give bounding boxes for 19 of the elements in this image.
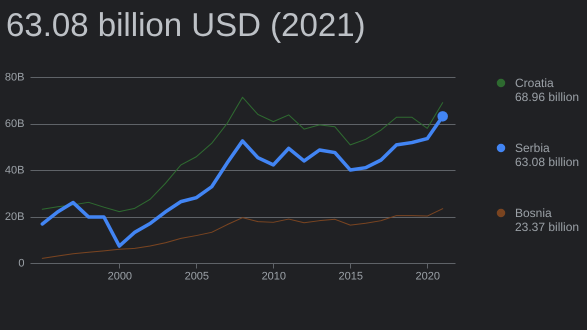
text: 63.08 billion xyxy=(515,155,580,169)
y-tick-label: 40B xyxy=(4,164,24,176)
x-tick-label: 2000 xyxy=(108,270,132,282)
text: 23.37 billion xyxy=(515,220,580,234)
chart-title: 63.08 billion USD (2021) xyxy=(6,6,366,43)
x-tick-label: 2010 xyxy=(262,270,286,282)
y-tick-label: 60B xyxy=(4,118,24,130)
x-tick-label: 2020 xyxy=(416,270,440,282)
line-series xyxy=(42,208,444,259)
y-tick-label: 20B xyxy=(4,211,24,223)
legend-label: Serbia xyxy=(515,141,550,155)
text: 68.96 billion xyxy=(515,90,580,104)
legend-label: Croatia xyxy=(515,76,554,90)
x-tick-label: 2015 xyxy=(338,270,364,282)
legend-label: Bosnia xyxy=(515,206,552,220)
y-tick-label: 80B xyxy=(4,72,24,84)
x-tick-label: 2005 xyxy=(184,270,210,282)
y-tick-label: 0 xyxy=(18,258,24,270)
line-series xyxy=(42,96,444,212)
